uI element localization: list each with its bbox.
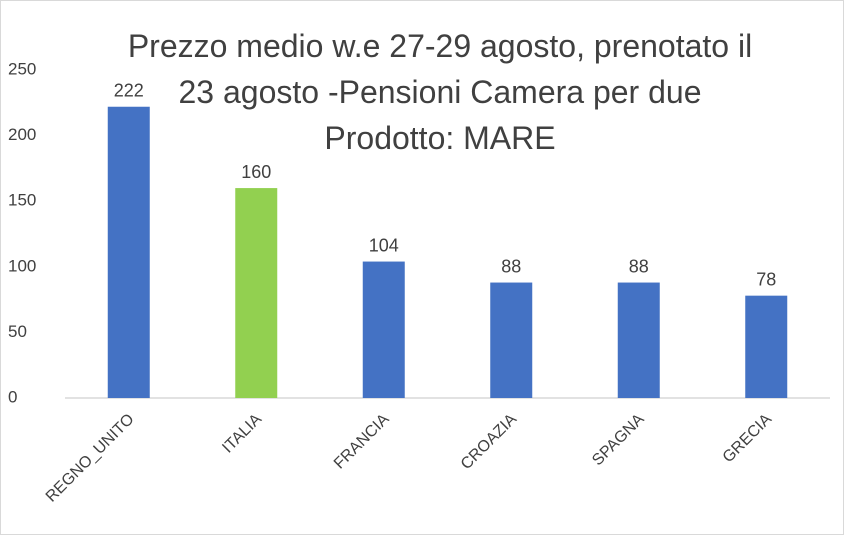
bar <box>617 282 660 398</box>
data-label: 222 <box>114 81 144 101</box>
y-tick-label: 100 <box>8 256 36 275</box>
bar <box>745 295 788 398</box>
y-tick-label: 50 <box>8 322 27 341</box>
data-label: 88 <box>501 257 521 277</box>
y-tick-label: 200 <box>8 125 36 144</box>
bar <box>235 188 278 398</box>
y-tick-label: 250 <box>8 59 36 78</box>
bar <box>362 261 405 398</box>
bar <box>107 106 150 399</box>
chart-title: Prezzo medio w.e 27-29 agosto, prenotato… <box>128 28 752 156</box>
data-label: 88 <box>629 257 649 277</box>
data-label: 78 <box>756 270 776 290</box>
bar <box>490 282 533 398</box>
data-label: 104 <box>369 236 399 256</box>
y-tick-label: 0 <box>8 387 17 406</box>
y-tick-label: 150 <box>8 191 36 210</box>
data-label: 160 <box>241 162 271 182</box>
